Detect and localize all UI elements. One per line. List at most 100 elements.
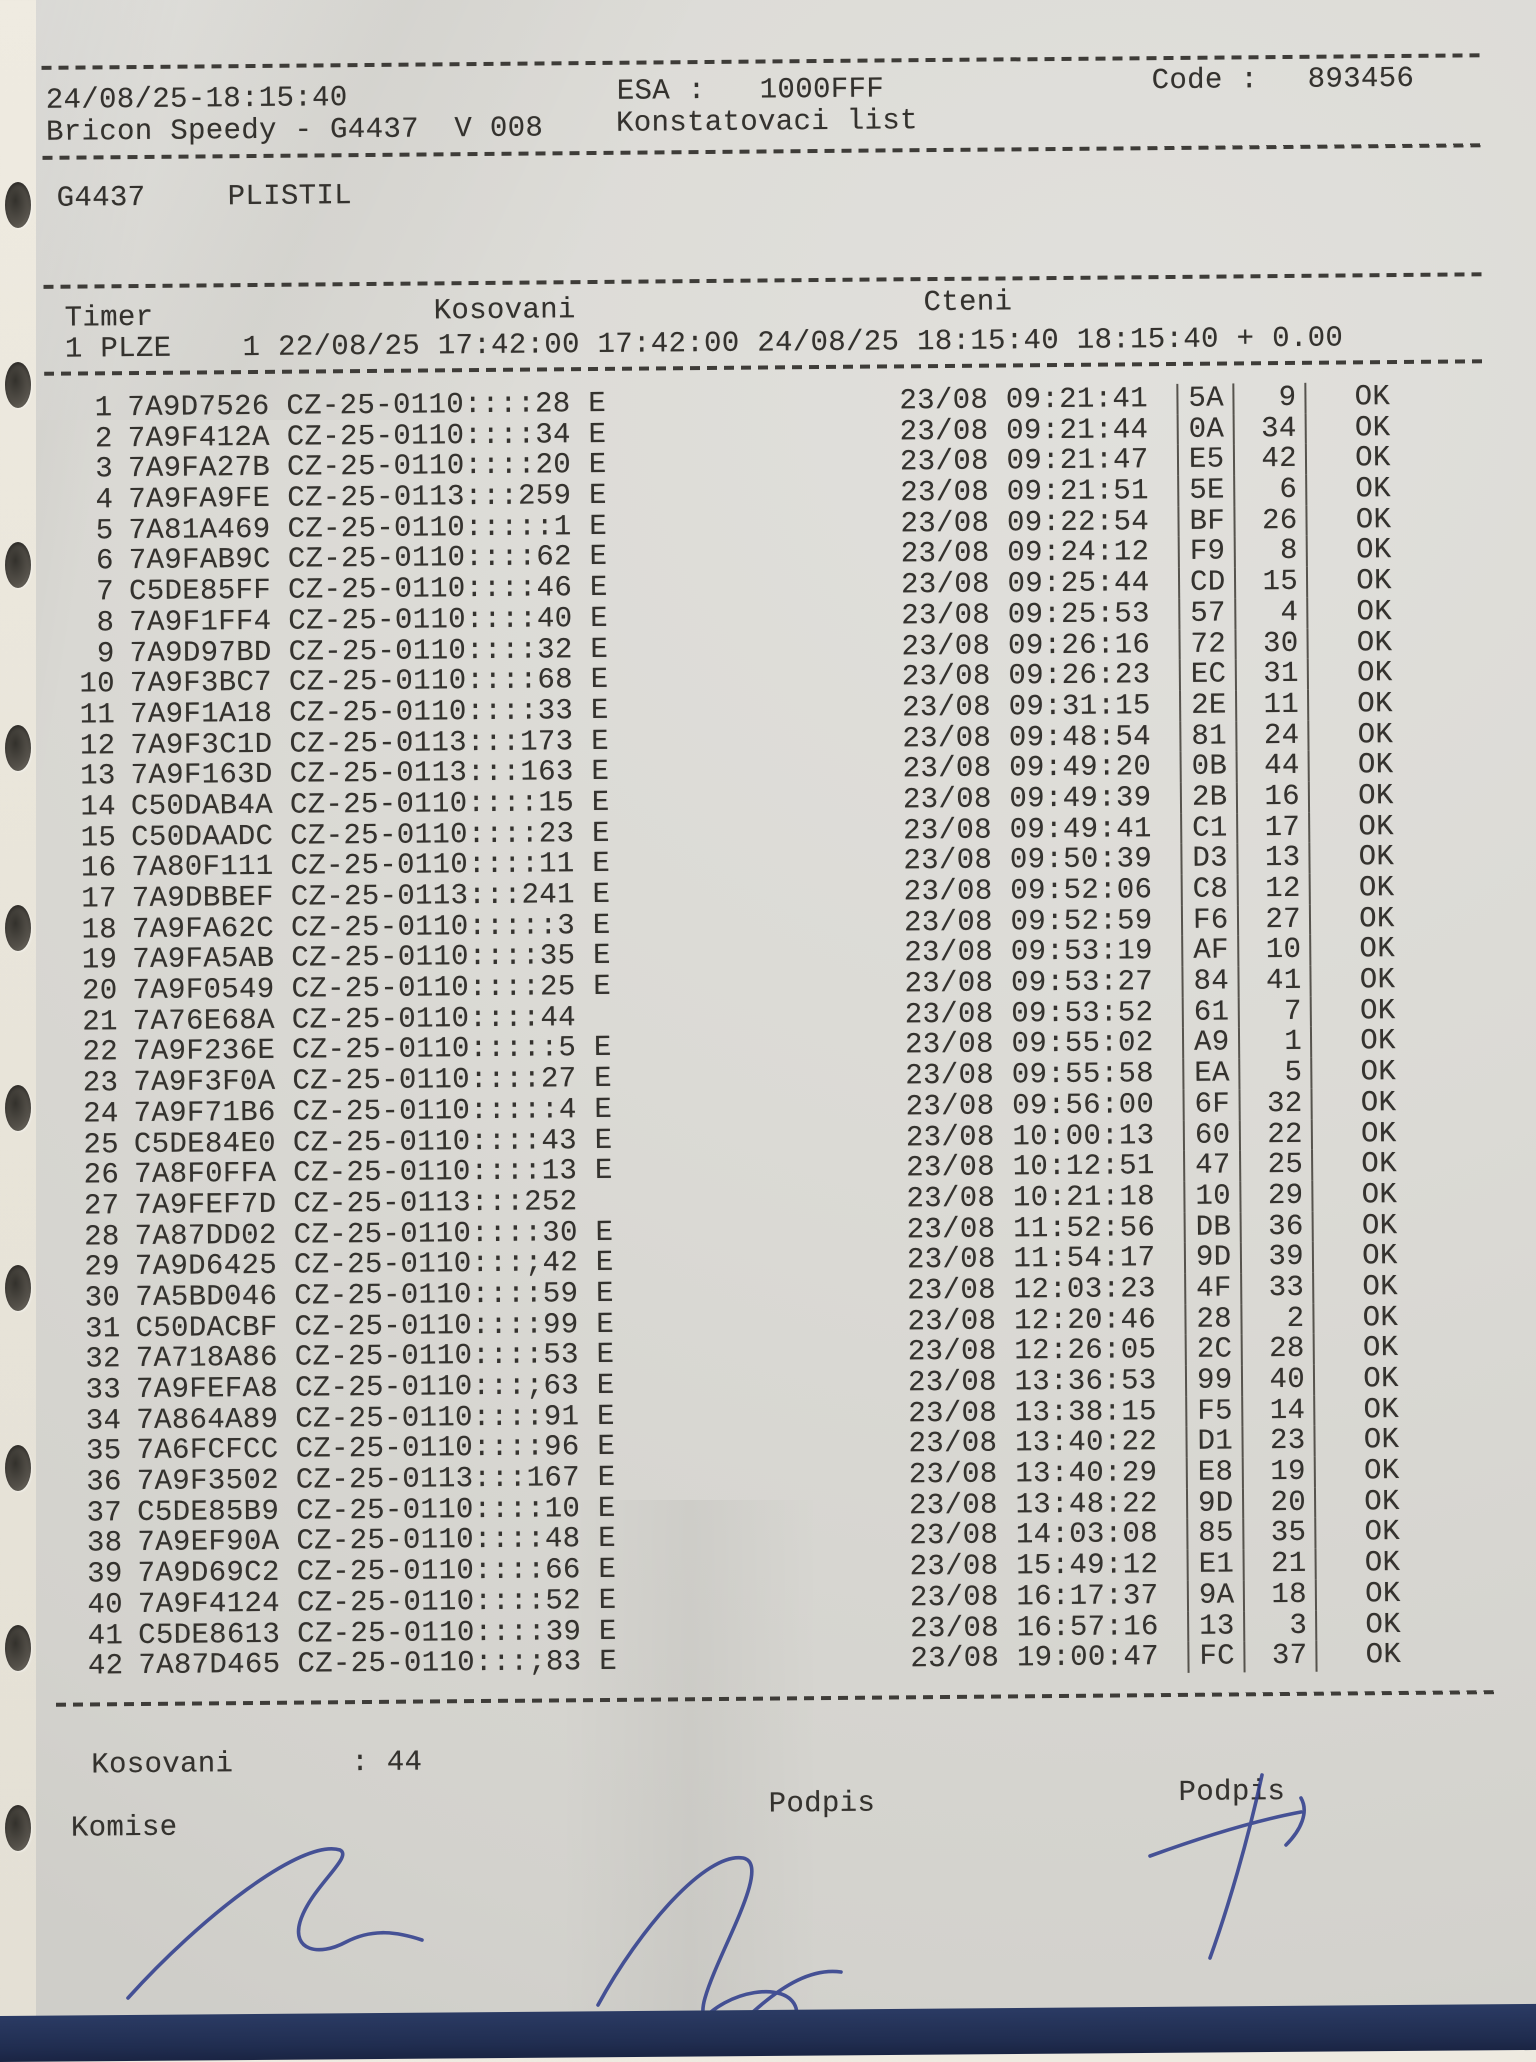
clocking-time: 23/08 13:40:22 [908,1425,1158,1461]
control-code: BF [1177,504,1236,538]
chip-id: 7A9FEFA8 [135,1371,279,1407]
chip-id: 7A9F3F0A [133,1064,276,1100]
clocking-time: 23/08 16:57:16 [910,1609,1159,1645]
ring-number: CZ-25-0110::::52 E [296,1583,617,1620]
sequence-number: 20 [1243,1486,1317,1519]
control-code: 4F [1184,1271,1243,1305]
dashed-rule [41,53,1486,70]
control-code: 5E [1177,474,1236,507]
status-ok: OK [1359,901,1395,936]
ring-number: CZ-25-0113:::252 [293,1185,578,1221]
row-index: 33 [85,1373,122,1407]
sequence-number: 5 [1240,1056,1313,1090]
clocking-time: 23/08 09:49:20 [902,750,1152,786]
control-code: 2E [1179,688,1238,722]
chip-id: 7A9F3502 [136,1463,280,1499]
timer-header: Timer [64,300,154,335]
clocking-time: 23/08 10:12:51 [906,1149,1155,1185]
clocking-time: 23/08 09:49:41 [903,811,1152,847]
binder-hole [5,905,31,951]
clocking-time: 23/08 12:03:23 [907,1272,1156,1308]
status-ok: OK [1363,1454,1400,1488]
control-code: AF [1181,934,1240,967]
row-index: 26 [83,1158,120,1192]
status-ok: OK [1355,533,1392,567]
clocking-time: 23/08 09:25:44 [900,566,1150,602]
sequence-number: 26 [1235,504,1308,537]
clocking-time: 23/08 09:26:16 [901,627,1151,663]
control-code: 10 [1183,1179,1242,1213]
chip-id: 7A9F1FF4 [129,604,272,639]
clocking-time: 23/08 09:52:06 [903,873,1153,909]
clocking-time: 23/08 09:48:54 [902,719,1152,755]
status-ok: OK [1355,472,1392,506]
chip-id: 7A9F3BC7 [129,666,273,701]
status-ok: OK [1361,1147,1398,1181]
status-ok: OK [1360,1085,1397,1120]
clocking-time: 23/08 13:36:53 [907,1364,1157,1400]
sequence-number: 22 [1240,1117,1314,1151]
sequence-number: 3 [1245,1608,1318,1642]
clocking-time: 23/08 09:25:53 [901,596,1151,633]
chip-id: C50DAADC [131,819,274,854]
sequence-number: 28 [1242,1332,1315,1365]
cteni-header: Cteni [923,285,1013,320]
sequence-number: 29 [1241,1179,1314,1212]
kosovani-total-label: Kosovani [91,1747,234,1782]
status-ok: OK [1362,1269,1399,1304]
chip-id: 7A87D465 [138,1647,281,1683]
dashed-rule [55,1690,1500,1707]
chip-id: 7A9F4124 [137,1586,281,1621]
kosovani-total-value: : 44 [351,1745,423,1780]
sequence-number: 24 [1237,718,1310,752]
row-index: 23 [82,1066,119,1100]
chip-id: 7A6FCFCC [136,1433,279,1468]
row-index: 40 [87,1587,124,1622]
control-code: DB [1183,1210,1242,1243]
status-ok: OK [1361,1177,1398,1212]
ring-number: CZ-25-0110::::40 E [288,601,609,638]
control-code: F5 [1185,1394,1244,1427]
row-index: 18 [81,912,118,947]
clocking-time: 23/08 13:40:29 [908,1456,1158,1492]
row-index: 34 [85,1403,122,1438]
chip-id: 7A9EF90A [137,1525,280,1560]
status-ok: OK [1357,717,1394,751]
clocking-time: 23/08 16:17:37 [909,1578,1159,1615]
control-code: 6F [1182,1087,1241,1121]
paper-crease [36,0,1536,420]
status-ok: OK [1355,502,1392,537]
dashed-rule [43,272,1488,289]
status-ok: OK [1364,1546,1401,1580]
sequence-number: 14 [1243,1394,1316,1427]
status-ok: OK [1359,963,1396,997]
chip-id: 7A9F0549 [132,972,275,1008]
sequence-number: 19 [1243,1455,1316,1488]
esa-label: ESA : [616,74,706,108]
clocking-time: 23/08 11:54:17 [906,1241,1156,1277]
status-ok: OK [1356,656,1393,690]
clocking-time: 23/08 09:52:59 [903,903,1153,940]
binder-hole [5,1625,31,1671]
status-ok: OK [1360,1055,1397,1089]
status-ok: OK [1358,809,1395,843]
control-code: CD [1177,566,1237,599]
row-index: 41 [87,1618,124,1652]
row-index: 21 [82,1004,118,1039]
status-ok: OK [1358,778,1394,813]
code-value: 893456 [1307,61,1415,96]
row-index: 28 [84,1219,120,1254]
control-code: A9 [1181,1026,1241,1059]
control-code: 72 [1178,627,1237,660]
sequence-number: 15 [1235,565,1309,598]
control-code: 60 [1182,1118,1242,1151]
chip-id: C5DE8613 [138,1617,281,1652]
control-code: EC [1178,658,1237,691]
clocking-time: 23/08 09:49:39 [902,781,1152,817]
status-ok: OK [1357,748,1394,782]
binder-hole [5,362,31,408]
status-ok: OK [1357,686,1394,721]
print-datetime: 24/08/25-18:15:40 [45,81,348,117]
clocking-time: 23/08 11:52:56 [906,1210,1156,1246]
